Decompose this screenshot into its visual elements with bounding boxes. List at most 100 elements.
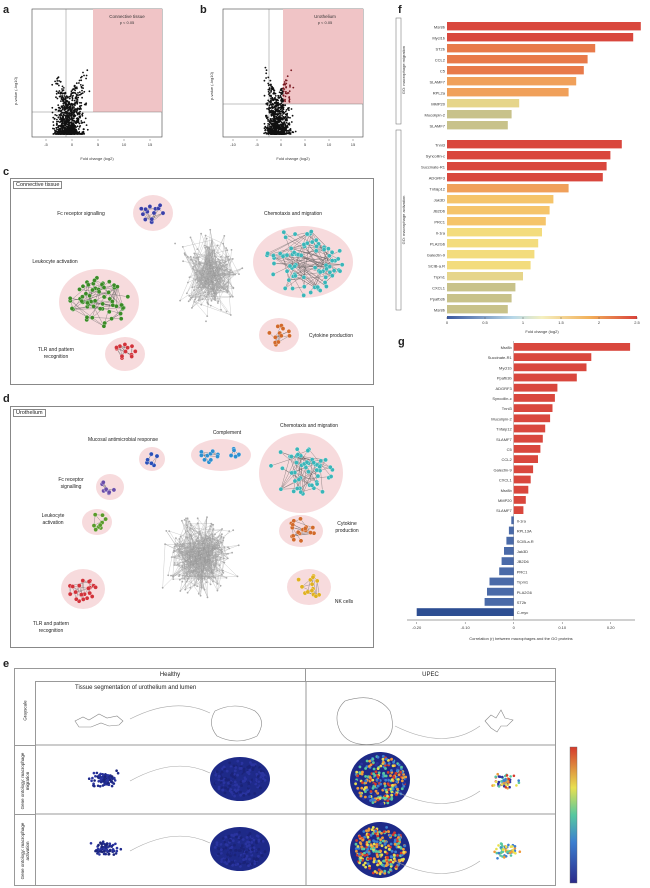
cluster-label-c-3: Cytokine production	[309, 333, 353, 339]
volcano-point	[75, 110, 78, 113]
volcano-point	[267, 120, 269, 122]
volcano-point	[70, 117, 73, 120]
bar-f	[447, 305, 508, 314]
network-node	[202, 285, 204, 288]
tissue-spot	[360, 772, 364, 776]
volcano-point	[61, 85, 64, 88]
migration-row-images	[87, 752, 521, 808]
tissue-spot	[240, 844, 244, 848]
network-node	[217, 302, 219, 304]
volcano-point	[61, 128, 64, 131]
network-node	[209, 253, 211, 256]
tick-label: 0.10	[558, 625, 567, 630]
bar-g	[504, 547, 514, 555]
network-node	[192, 554, 195, 557]
network-node	[172, 551, 175, 554]
tissue-spot	[231, 863, 235, 867]
tissue-spot	[221, 840, 224, 844]
cluster-node	[310, 525, 316, 530]
cluster-node	[139, 206, 144, 211]
network-node	[197, 592, 200, 595]
network-node	[181, 543, 184, 545]
volcano-point	[281, 132, 284, 135]
network-node	[195, 257, 198, 259]
volcano-point	[83, 121, 86, 124]
volcano-point	[283, 122, 285, 124]
network-node	[216, 546, 219, 549]
tissue-spot	[383, 842, 387, 846]
colorbar-e	[569, 746, 578, 884]
volcano-point	[52, 116, 55, 119]
bar-g	[513, 404, 553, 412]
volcano-point	[59, 107, 62, 110]
volcano-point	[88, 90, 91, 93]
network-node	[203, 588, 206, 591]
network-node	[220, 255, 223, 258]
network-node	[189, 523, 192, 525]
tick-label: 1	[522, 320, 525, 325]
tissue-spot	[224, 786, 228, 790]
network-node	[228, 275, 231, 277]
tissue-spot	[228, 761, 232, 765]
tissue-spot	[386, 771, 390, 774]
cluster-node	[84, 595, 90, 601]
volcano-point	[65, 125, 68, 128]
network-node	[215, 262, 218, 265]
network-node	[179, 535, 182, 538]
tissue-spot	[360, 786, 364, 790]
bar-g	[487, 587, 514, 596]
network-node	[219, 557, 222, 559]
volcano-point	[58, 127, 61, 130]
cluster-node	[278, 486, 284, 492]
volcano-point	[56, 97, 59, 100]
network-node	[190, 571, 193, 574]
network-node	[193, 252, 196, 255]
network-node	[196, 522, 199, 525]
tissue-spot	[247, 784, 251, 788]
volcano-point	[270, 95, 272, 98]
tissue-spot	[222, 858, 226, 862]
network-node	[234, 273, 237, 276]
row-label-activation: Gene ontology: macrophage activation	[20, 822, 30, 880]
network-node	[205, 255, 208, 258]
tissue-spot	[94, 774, 97, 778]
bar-f	[447, 261, 531, 270]
cluster-node	[286, 277, 292, 283]
bar-label-g: Msr8b	[501, 488, 513, 493]
tick-label: 0	[280, 142, 283, 147]
network-node	[221, 541, 223, 544]
tissue-spot	[238, 762, 242, 766]
volcano-point	[71, 99, 74, 102]
tissue-spot	[242, 770, 246, 773]
volcano-point	[285, 109, 288, 111]
xticks-b: -10 -5 0 5 10 15	[230, 139, 356, 147]
tissue-spot	[217, 852, 220, 856]
volcano-point	[284, 92, 287, 95]
tissue-spot	[379, 841, 382, 845]
volcano-point	[80, 85, 83, 88]
network-node	[210, 543, 213, 546]
network-node	[193, 568, 196, 571]
volcano-point	[275, 122, 277, 125]
network-node	[213, 249, 216, 252]
network-node	[213, 543, 216, 545]
network-graph-d: Mucosal antimicrobial response Complemen…	[33, 423, 359, 634]
tissue-spot	[374, 832, 377, 835]
network-node	[212, 564, 215, 567]
xlabel-b: Fold change (log2)	[276, 156, 310, 161]
network-node	[212, 289, 214, 292]
cluster-node	[317, 269, 323, 275]
volcano-point	[263, 79, 266, 82]
volcano-point	[277, 118, 279, 121]
tissue-spot	[107, 776, 110, 779]
volcano-point	[54, 108, 57, 111]
volcano-point	[269, 128, 271, 130]
tissue-spot	[499, 854, 502, 857]
volcano-point	[286, 126, 289, 128]
tissue-spot	[382, 830, 386, 834]
network-node	[211, 265, 214, 267]
cluster-node	[267, 330, 272, 336]
row-grayscale: Grayscale	[15, 681, 36, 746]
tissue-spot	[363, 851, 366, 855]
tissue-spot	[247, 864, 250, 867]
